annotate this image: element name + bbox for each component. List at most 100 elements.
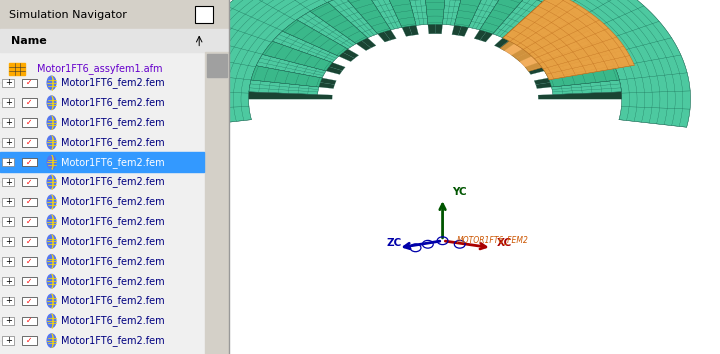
Text: +: + <box>5 138 12 147</box>
Text: Motor1FT6_fem2.fem: Motor1FT6_fem2.fem <box>60 236 164 247</box>
Polygon shape <box>536 73 619 88</box>
Bar <box>9 63 25 75</box>
Bar <box>2 277 14 285</box>
Polygon shape <box>500 41 542 72</box>
Bar <box>0 29 229 52</box>
Circle shape <box>48 76 56 90</box>
Polygon shape <box>492 0 542 38</box>
Circle shape <box>48 314 56 327</box>
Bar <box>2 316 14 325</box>
Bar <box>327 0 572 11</box>
Text: ✓: ✓ <box>26 78 32 87</box>
Bar <box>0 152 204 172</box>
Polygon shape <box>423 0 446 24</box>
Polygon shape <box>249 80 319 95</box>
Bar <box>2 138 14 147</box>
Text: +: + <box>5 98 12 107</box>
Text: MOTOR1FT6_FEM2: MOTOR1FT6_FEM2 <box>457 235 529 245</box>
Bar <box>2 198 14 206</box>
Polygon shape <box>528 48 608 74</box>
Text: Motor1FT6_fem2.fem: Motor1FT6_fem2.fem <box>60 335 164 346</box>
Circle shape <box>48 195 56 209</box>
Circle shape <box>48 136 56 149</box>
Polygon shape <box>262 48 342 74</box>
Bar <box>22 277 37 285</box>
Polygon shape <box>531 31 598 63</box>
Text: Motor1FT6_fem2.fem: Motor1FT6_fem2.fem <box>60 97 164 108</box>
Text: Motor1FT6_fem2.fem: Motor1FT6_fem2.fem <box>60 296 164 307</box>
Polygon shape <box>523 20 588 56</box>
Polygon shape <box>382 0 413 36</box>
Text: ✓: ✓ <box>26 316 32 325</box>
Bar <box>205 52 229 354</box>
Text: ZC: ZC <box>386 238 401 248</box>
Text: ✓: ✓ <box>26 177 32 187</box>
Bar <box>0 0 229 29</box>
Polygon shape <box>538 41 608 71</box>
Text: ✓: ✓ <box>26 197 32 206</box>
Polygon shape <box>538 92 622 99</box>
Bar <box>2 158 14 166</box>
Text: +: + <box>5 316 12 325</box>
Text: Motor1FT6_fem2.fem: Motor1FT6_fem2.fem <box>60 177 164 188</box>
Text: ✓: ✓ <box>26 138 32 147</box>
Polygon shape <box>452 0 477 35</box>
Polygon shape <box>458 0 488 36</box>
Polygon shape <box>495 2 552 48</box>
Polygon shape <box>180 0 690 127</box>
Text: XC: XC <box>497 238 512 248</box>
Polygon shape <box>267 41 345 71</box>
Polygon shape <box>251 73 335 88</box>
Bar <box>2 118 14 127</box>
Polygon shape <box>405 0 428 25</box>
Text: +: + <box>5 158 12 167</box>
Bar <box>2 79 14 87</box>
Polygon shape <box>282 20 348 56</box>
Bar <box>2 217 14 226</box>
Circle shape <box>48 116 56 129</box>
Polygon shape <box>282 25 354 62</box>
Text: Motor1FT6_assyfem1.afm: Motor1FT6_assyfem1.afm <box>37 64 162 74</box>
Polygon shape <box>253 66 336 85</box>
Polygon shape <box>503 0 634 80</box>
Bar <box>2 297 14 305</box>
Bar <box>22 336 37 345</box>
Circle shape <box>48 274 56 288</box>
Bar <box>2 237 14 246</box>
Polygon shape <box>354 0 396 40</box>
Text: ✓: ✓ <box>26 217 32 226</box>
Polygon shape <box>548 66 619 87</box>
Text: +: + <box>5 257 12 266</box>
Polygon shape <box>480 0 526 42</box>
Bar <box>22 237 37 246</box>
Text: +: + <box>5 296 12 306</box>
Polygon shape <box>552 80 621 95</box>
Text: ✓: ✓ <box>26 257 32 266</box>
Circle shape <box>48 334 56 347</box>
Text: Name: Name <box>12 35 48 46</box>
Text: ✓: ✓ <box>26 237 32 246</box>
Polygon shape <box>423 0 435 34</box>
Polygon shape <box>344 0 391 34</box>
Polygon shape <box>365 0 402 30</box>
Circle shape <box>48 96 56 109</box>
Text: +: + <box>5 217 12 226</box>
Circle shape <box>48 155 56 169</box>
Polygon shape <box>469 0 505 30</box>
Text: Simulation Navigator: Simulation Navigator <box>9 10 127 19</box>
Text: Motor1FT6_fem2.fem: Motor1FT6_fem2.fem <box>60 78 164 88</box>
Polygon shape <box>443 0 465 25</box>
Text: Motor1FT6_fem2.fem: Motor1FT6_fem2.fem <box>60 157 164 168</box>
Bar <box>22 118 37 127</box>
Circle shape <box>48 215 56 228</box>
Polygon shape <box>248 92 332 99</box>
Polygon shape <box>544 55 614 78</box>
Text: ✓: ✓ <box>26 118 32 127</box>
Polygon shape <box>297 11 356 49</box>
Bar <box>22 178 37 186</box>
Text: +: + <box>5 336 12 345</box>
Polygon shape <box>500 7 560 51</box>
Text: Motor1FT6_fem2.fem: Motor1FT6_fem2.fem <box>60 196 164 207</box>
Polygon shape <box>534 66 617 85</box>
Text: Motor1FT6_fem2.fem: Motor1FT6_fem2.fem <box>60 137 164 148</box>
